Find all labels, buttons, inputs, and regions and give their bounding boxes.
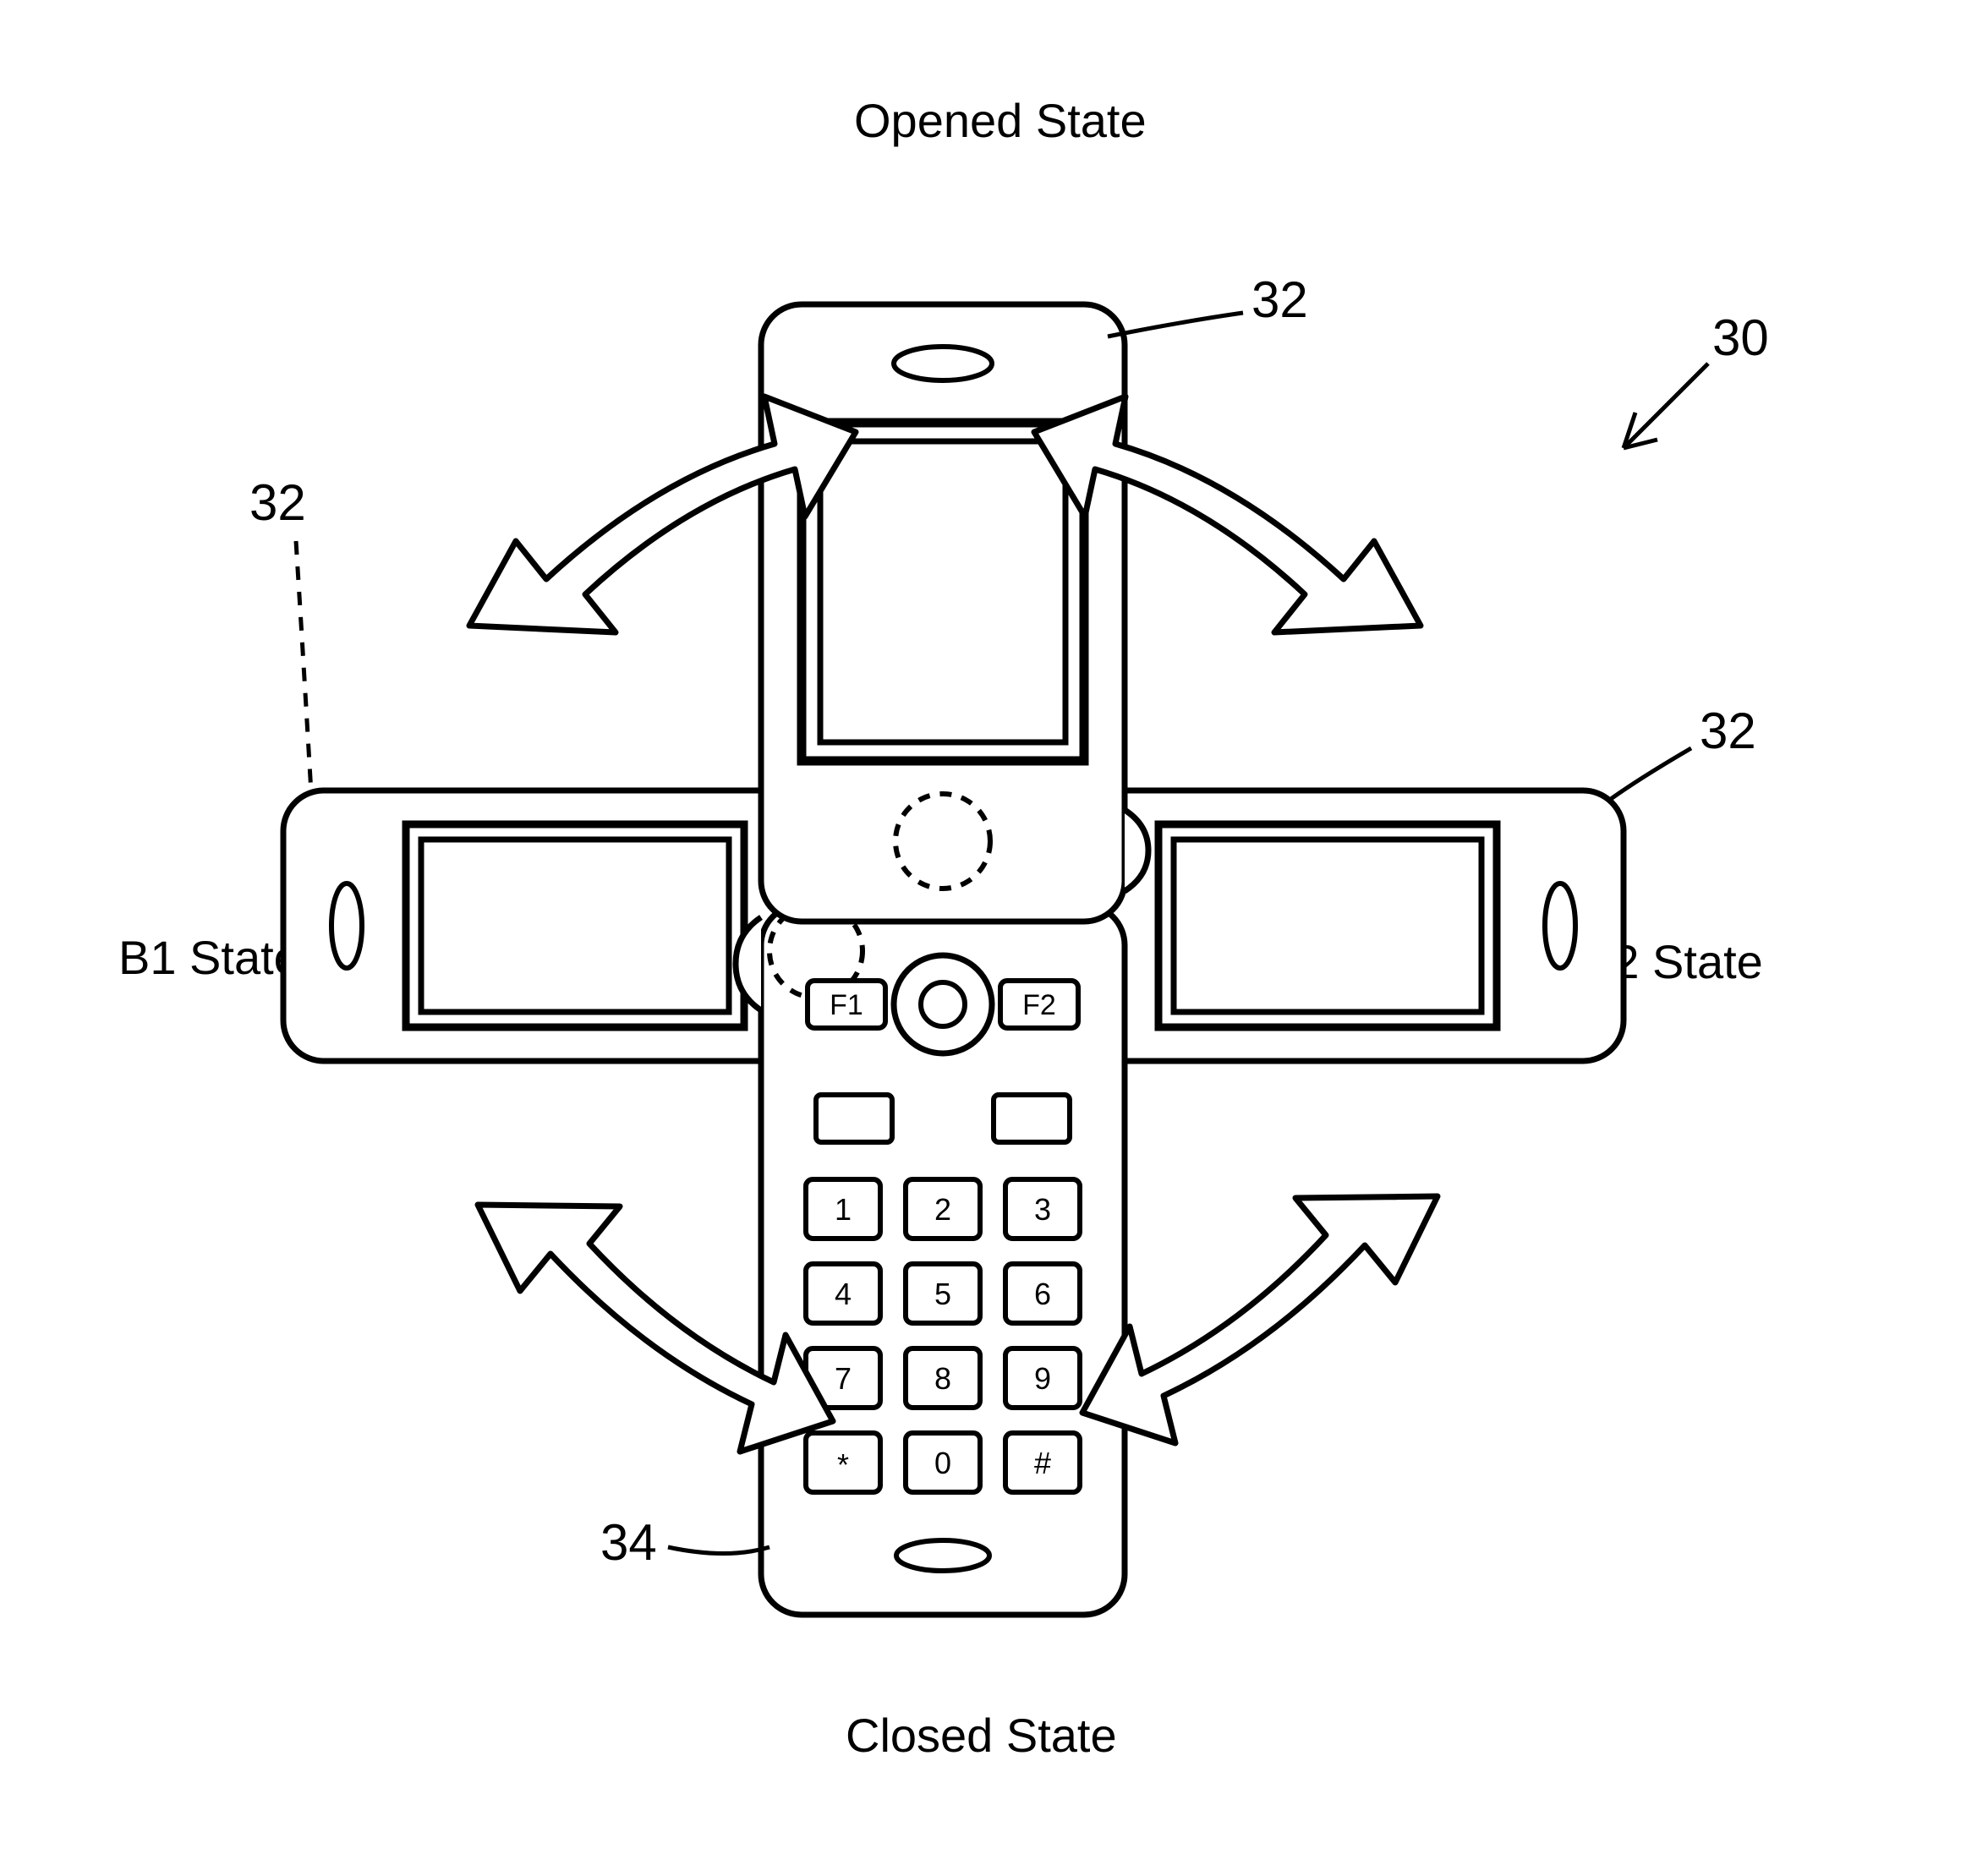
svg-text:1: 1 — [835, 1192, 852, 1227]
svg-text:0: 0 — [934, 1446, 951, 1480]
ref-30: 30 — [1712, 309, 1769, 367]
svg-text:#: # — [1034, 1446, 1051, 1480]
svg-text:8: 8 — [934, 1361, 951, 1396]
ref-32-right: 32 — [1700, 702, 1756, 760]
svg-text:4: 4 — [835, 1277, 852, 1311]
arrows — [469, 397, 1438, 1452]
svg-text:F2: F2 — [1022, 989, 1056, 1021]
leaders — [296, 313, 1708, 1554]
phone-side-left — [283, 790, 824, 1061]
keypad: 1 2 3 4 5 6 7 8 9 * 0 # — [806, 1179, 1080, 1492]
label-closed-state: Closed State — [846, 1708, 1117, 1763]
fkey-f2: F2 — [1000, 981, 1078, 1028]
ref-34: 34 — [600, 1513, 657, 1572]
svg-text:3: 3 — [1034, 1192, 1051, 1227]
svg-text:*: * — [837, 1447, 849, 1482]
svg-text:2: 2 — [934, 1192, 951, 1227]
nav-ring — [894, 955, 992, 1053]
label-b1-state: B1 State — [118, 930, 300, 985]
svg-text:7: 7 — [835, 1361, 852, 1396]
diagram-stage: Opened State Closed State B1 State B2 St… — [0, 0, 1988, 1865]
fkey-f1: F1 — [808, 981, 885, 1028]
ref-32-left: 32 — [249, 473, 306, 532]
ref-32-top: 32 — [1251, 271, 1308, 329]
svg-text:5: 5 — [934, 1277, 951, 1311]
label-b2-state: B2 State — [1581, 934, 1763, 989]
svg-text:6: 6 — [1034, 1277, 1051, 1311]
phone-side-right — [1082, 790, 1624, 1061]
label-opened-state: Opened State — [854, 93, 1147, 148]
softkey-left — [816, 1095, 892, 1142]
svg-text:9: 9 — [1034, 1361, 1051, 1396]
phone-upper-body — [761, 304, 1148, 922]
softkey-right — [994, 1095, 1070, 1142]
svg-text:F1: F1 — [830, 989, 863, 1021]
phone-lower-body: F1 F2 1 2 3 4 5 6 — [736, 905, 1125, 1615]
